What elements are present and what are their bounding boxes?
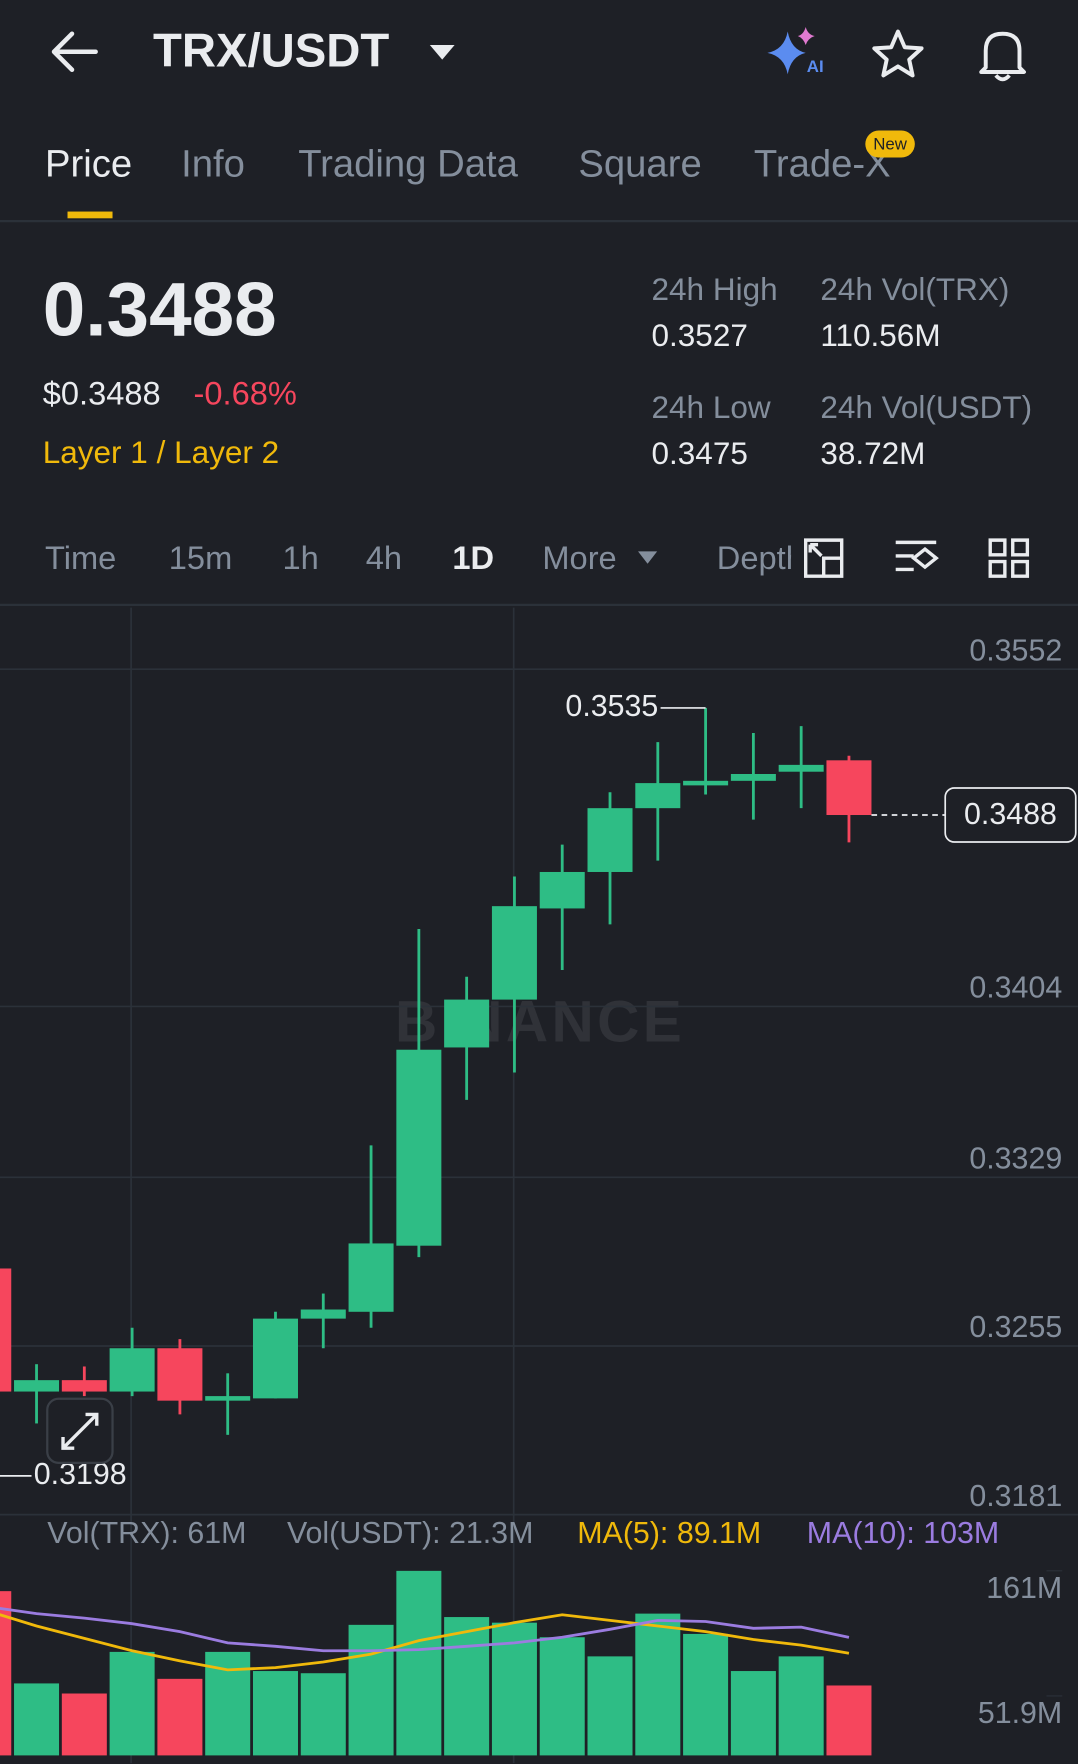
candle-body [205,1396,251,1401]
candle-body [61,1380,107,1392]
stat-value: 38.72M [820,435,925,471]
y-tick-label: 0.3552 [969,633,1062,667]
volume-bar [683,1633,729,1756]
tab[interactable]: Info [181,143,245,186]
stat-label: 24h Low [652,389,771,425]
ai-icon[interactable] [767,31,806,75]
stat-label: 24h High [652,271,778,307]
ai-spark [797,27,815,46]
volume-bar [730,1671,776,1756]
tab[interactable]: Price [45,143,132,186]
indicator-icon[interactable] [895,540,939,572]
expand-icon [61,1412,99,1450]
volume-bar [14,1683,60,1756]
volume-bar [109,1651,155,1756]
layout-icon[interactable] [988,538,1030,578]
candle-body [396,1049,442,1246]
y-tick-label: 0.3329 [969,1141,1062,1175]
tab-indicator [67,211,113,219]
favorite-button[interactable] [872,29,924,78]
new-badge [865,130,915,158]
volume-bar [635,1613,681,1756]
candle-body [14,1380,60,1392]
last-price-label: 0.3488 [964,797,1057,831]
interval[interactable]: 15m [169,539,232,576]
volume-tick-label: 51.9M [978,1696,1062,1730]
candle-body [635,783,681,809]
more-dropdown[interactable] [638,551,658,564]
back-button[interactable] [51,31,98,73]
candle-body [444,999,490,1048]
volume-bar [396,1570,442,1756]
volume-bar [539,1637,585,1756]
stat-value: 0.3527 [652,317,748,353]
ai-label: AI [807,57,824,76]
candle-body [587,808,633,872]
pair-title[interactable]: TRX/USDT [153,24,389,77]
tab[interactable]: Square [578,143,701,186]
candle-body [300,1309,346,1319]
candle-body [683,780,729,786]
candle-body [778,764,824,772]
candle-body [157,1348,203,1401]
stat-label: 24h Vol(TRX) [820,271,1009,307]
last-price-box [944,787,1077,843]
toolbar-icons [803,538,1030,578]
stat-value: 110.56M [820,317,940,353]
new-badge-text: New [873,135,908,154]
volume-bar [444,1617,490,1756]
candle-body [0,1268,12,1392]
candle-chart: BINANCE 0.3552 0.3404 0.3329 0.3255 0.3181 0.3… [0,633,1078,1756]
y-tick-label: 0.3255 [969,1310,1062,1344]
candle-body [539,871,585,909]
high-label: 0.3535 [565,689,658,723]
usd-price: $0.3488 [43,375,161,412]
volume-bar [587,1656,633,1756]
candle-body [252,1318,298,1399]
volume-legend: MA(10): 103M [807,1516,999,1550]
tags[interactable]: Layer 1 / Layer 2 [43,434,279,470]
watermark: BINANCE [395,990,685,1055]
y-tick-label: 0.3404 [969,971,1062,1005]
candle-body [348,1243,394,1312]
ma-line [0,1607,850,1653]
price-change: -0.68% [194,375,297,412]
interval[interactable]: More [542,539,616,576]
stat-label: 24h Vol(USDT) [820,389,1032,425]
interval[interactable]: 1h [282,539,318,576]
interval[interactable]: Time [45,539,116,576]
stat-value: 0.3475 [652,435,748,471]
volume-bar [0,1591,12,1756]
volume-legend: MA(5): 89.1M [577,1516,761,1550]
volume-bar [300,1673,346,1756]
volume-bar [826,1685,872,1756]
volume-legend: Vol(TRX): 61M [47,1516,246,1550]
candle-body [109,1348,155,1392]
alert-button[interactable] [979,31,1026,82]
candle-body [826,760,872,816]
volume-tick-label: 161M [986,1571,1062,1605]
tab[interactable]: Trading Data [298,143,518,186]
fullscreen-icon[interactable] [803,538,844,578]
pair-dropdown[interactable] [429,45,455,60]
ma-line [0,1613,850,1672]
volume-legend: Vol(USDT): 21.3M [287,1516,533,1550]
interval[interactable]: 1D [452,539,494,576]
volume-bar [348,1624,394,1756]
volume-bar [61,1693,107,1756]
y-tick-label: 0.3181 [969,1479,1062,1513]
interval[interactable]: Depth [717,539,804,576]
candle-body [491,906,537,1000]
last-price: 0.3488 [43,267,277,352]
interval[interactable]: 4h [366,539,402,576]
volume-bar [778,1656,824,1756]
volume-bar [252,1671,298,1756]
candle-body [730,773,776,781]
volume-bar [157,1678,203,1756]
